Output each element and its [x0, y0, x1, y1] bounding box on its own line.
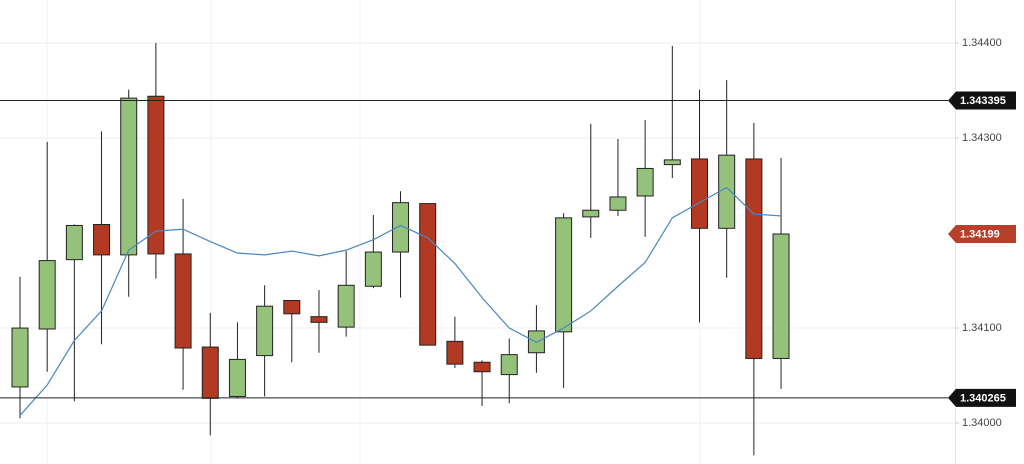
- candle-body: [364, 251, 382, 287]
- candle-body: [337, 284, 355, 328]
- candle-body: [500, 354, 518, 376]
- y-tick-label: 1.34000: [962, 417, 1002, 429]
- candle-body: [174, 253, 192, 349]
- candle-body: [11, 327, 29, 388]
- candle-body: [283, 299, 301, 315]
- hline-tag: [948, 388, 1016, 407]
- candle-body: [147, 95, 165, 255]
- candle-body: [65, 224, 83, 261]
- price-label: 1.34199: [960, 228, 1000, 240]
- candle-body: [663, 159, 681, 166]
- candle-body: [120, 97, 138, 256]
- hline-label: 1.343395: [960, 95, 1006, 107]
- y-tick-label: 1.34400: [962, 37, 1002, 49]
- candle-body: [772, 233, 790, 359]
- y-tick-label: 1.34300: [962, 132, 1002, 144]
- candle-body: [718, 154, 736, 229]
- y-tick-label: 1.34100: [962, 322, 1002, 334]
- candle-body: [93, 223, 111, 256]
- candle-body: [228, 358, 246, 397]
- candle-body: [201, 346, 219, 399]
- candle-body: [256, 305, 274, 357]
- candle-body: [446, 340, 464, 365]
- moving-average: [19, 186, 782, 416]
- candle-body: [609, 196, 627, 211]
- candle-body: [636, 167, 654, 197]
- hline-label: 1.340265: [960, 392, 1006, 404]
- candle-body: [310, 316, 328, 323]
- price-tag: [948, 224, 1016, 243]
- candle-body: [745, 158, 763, 359]
- candle-body: [419, 203, 437, 346]
- candle-body: [38, 260, 56, 330]
- candle-body: [392, 202, 410, 253]
- candle-body: [582, 209, 600, 218]
- candle-body: [555, 217, 573, 333]
- hline-tag: [948, 91, 1016, 110]
- candle-body: [473, 361, 491, 373]
- candle-body: [691, 158, 708, 229]
